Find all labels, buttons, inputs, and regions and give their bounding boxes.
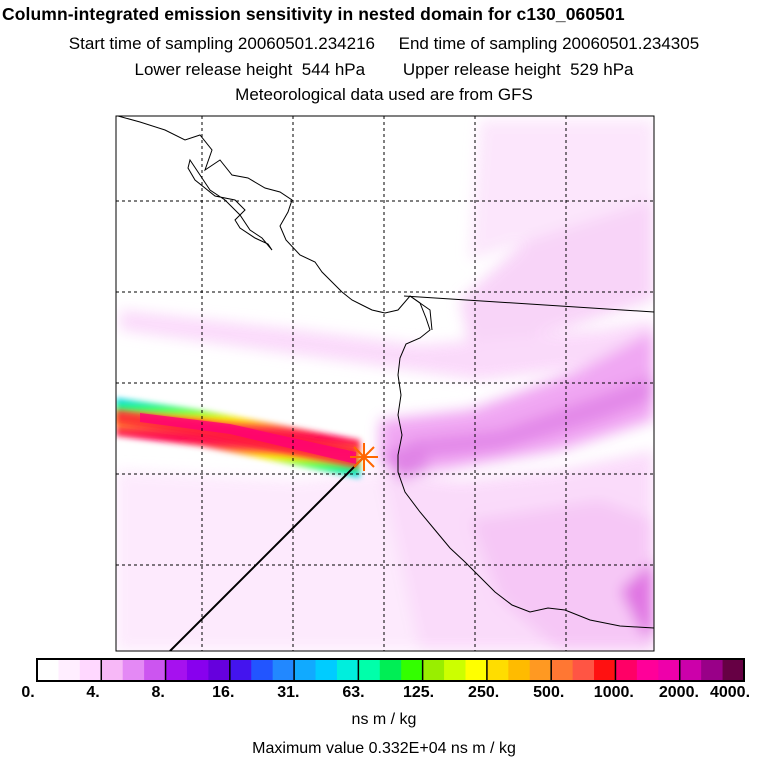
meteorological-data-info: Meteorological data used are from GFS <box>235 85 533 104</box>
maximum-value-text: Maximum value 0.332E+04 ns m / kg <box>252 740 516 757</box>
colorbar-swatch <box>294 659 317 681</box>
colorbar-label: 2000. <box>658 684 699 701</box>
colorbar-label: 31. <box>277 684 300 701</box>
colorbar-label: 0. <box>21 684 35 701</box>
release-height-info: Lower release height 544 hPa Upper relea… <box>134 60 634 79</box>
colorbar-swatch <box>444 659 466 681</box>
colorbar <box>37 659 745 681</box>
colorbar-swatch <box>701 659 724 681</box>
colorbar-swatch <box>336 659 359 681</box>
colorbar-swatch <box>465 659 488 681</box>
colorbar-label: 250. <box>468 684 500 701</box>
colorbar-swatch <box>658 659 681 681</box>
colorbar-swatch <box>251 659 274 681</box>
colorbar-label: 8. <box>151 684 165 701</box>
colorbar-label: 4000. <box>709 684 751 701</box>
colorbar-swatch <box>529 659 552 681</box>
colorbar-swatch <box>636 659 659 681</box>
colorbar-label: 125. <box>402 684 435 701</box>
colorbar-label: 500. <box>533 684 565 701</box>
colorbar-swatch <box>122 659 145 681</box>
colorbar-swatch <box>79 659 102 681</box>
colorbar-swatch <box>58 659 81 681</box>
colorbar-swatch <box>508 659 531 681</box>
colorbar-swatch <box>186 659 209 681</box>
map-frame <box>115 115 655 652</box>
colorbar-swatch <box>37 659 59 681</box>
colorbar-label: 63. <box>342 684 365 701</box>
colorbar-swatch <box>229 659 252 681</box>
map-title: Column-integrated emission sensitivity i… <box>2 4 625 24</box>
colorbar-swatch <box>101 659 124 681</box>
colorbar-swatch <box>722 659 745 681</box>
colorbar-label: 4. <box>86 684 100 701</box>
colorbar-swatch <box>208 659 231 681</box>
colorbar-swatch <box>486 659 509 681</box>
colorbar-label: 16. <box>212 684 235 701</box>
colorbar-swatch <box>379 659 402 681</box>
map-gridlines <box>116 116 654 651</box>
colorbar-swatch <box>422 659 445 681</box>
colorbar-swatch <box>615 659 638 681</box>
colorbar-swatch <box>594 659 616 681</box>
colorbar-swatch <box>358 659 381 681</box>
colorbar-unit: ns m / kg <box>351 711 417 728</box>
trajectory-line <box>169 456 365 651</box>
colorbar-swatch <box>551 659 574 681</box>
colorbar-swatch <box>401 659 424 681</box>
map-field <box>116 116 654 651</box>
colorbar-swatch <box>679 659 702 681</box>
release-point-marker <box>350 443 378 471</box>
emission-plume <box>116 398 360 478</box>
colorbar-swatch <box>144 659 167 681</box>
colorbar-swatch <box>572 659 595 681</box>
colorbar-frame <box>36 658 745 682</box>
colorbar-swatch <box>315 659 338 681</box>
colorbar-swatch <box>165 659 188 681</box>
colorbar-label: 1000. <box>593 684 634 701</box>
colorbar-swatch <box>272 659 295 681</box>
sampling-time-info: Start time of sampling 20060501.234216 E… <box>68 34 700 53</box>
